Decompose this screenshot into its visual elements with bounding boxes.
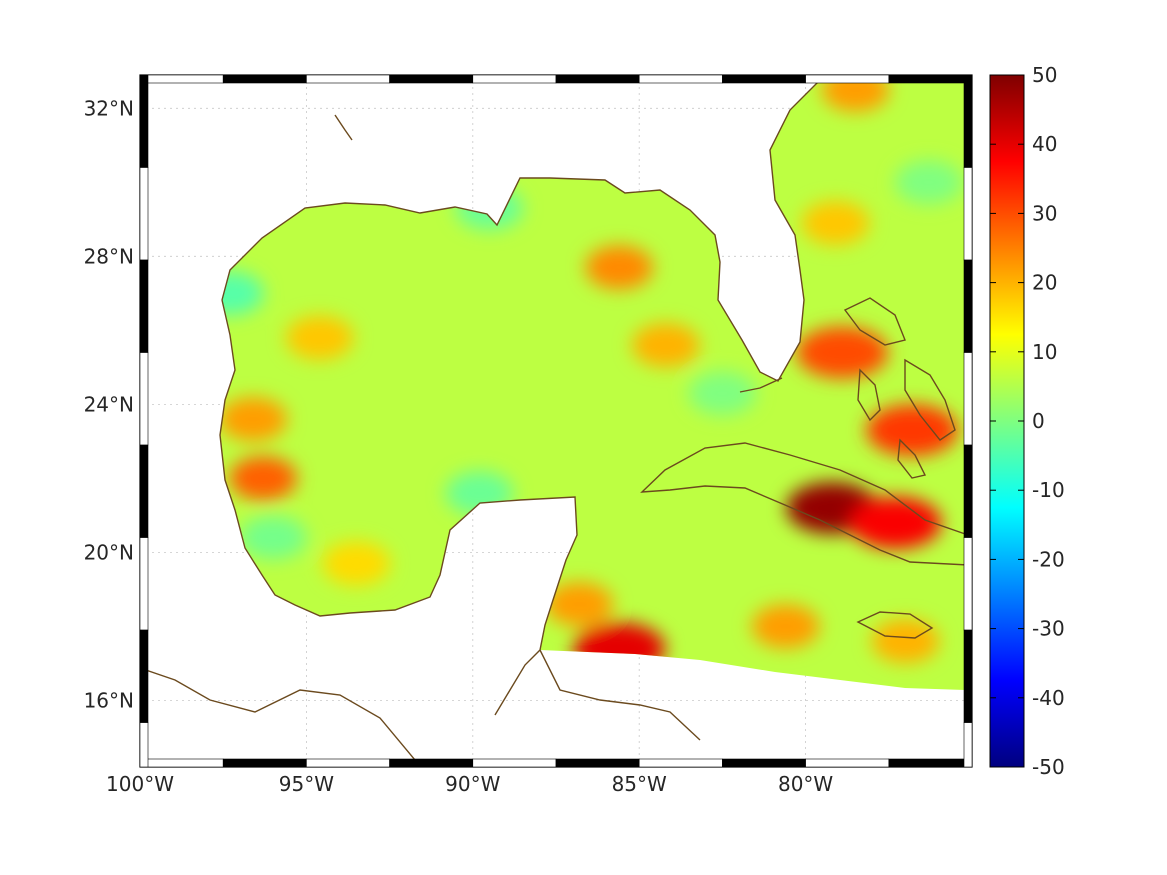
- border-right-seg: [963, 444, 973, 538]
- longitude-labels: 100°W 95°W 90°W 85°W 80°W: [106, 772, 833, 796]
- field-texas-shelf: [220, 271, 264, 316]
- border-bottom-seg: [555, 758, 640, 768]
- lat-tick-label: 20°N: [84, 540, 134, 564]
- colorbar-ticks: 50 40 30 20 10 0 -10 -20 -30 -40 -50: [990, 63, 1065, 779]
- border-top-seg: [389, 74, 474, 84]
- field-southeast-cuba: [849, 496, 942, 549]
- field-west-gulf-2: [220, 397, 288, 442]
- field-central-gulf: [585, 245, 654, 290]
- field-west-gulf-1: [229, 456, 298, 501]
- border-right-seg: [963, 352, 973, 446]
- border-right-seg: [963, 74, 973, 168]
- colorbar-tick-label: -50: [1032, 755, 1065, 779]
- field-bahamas-south: [866, 404, 959, 457]
- border-left-seg: [139, 74, 149, 168]
- bahamas-south: [897, 438, 927, 479]
- jamaica-coastline: [856, 611, 934, 639]
- lat-tick-label: 16°N: [84, 688, 134, 712]
- texas-barrier: [334, 114, 353, 141]
- border-right-seg: [963, 537, 973, 631]
- border-top-seg: [888, 74, 973, 84]
- colorbar-tick-label: -20: [1032, 547, 1065, 571]
- colorbar-tick-label: 0: [1032, 409, 1045, 433]
- border-bottom-seg: [638, 758, 723, 768]
- border-left-seg: [139, 537, 149, 631]
- lon-tick-label: 95°W: [279, 772, 334, 796]
- border-top-seg: [306, 74, 390, 84]
- colorbar-tick-label: 40: [1032, 132, 1057, 156]
- mexico-coastline: [219, 299, 578, 716]
- border-bottom-seg: [389, 758, 474, 768]
- border-bottom-seg: [722, 758, 806, 768]
- border-right-seg: [963, 722, 973, 768]
- border-right-seg: [963, 259, 973, 353]
- border-left-seg: [139, 444, 149, 538]
- florida-keys: [739, 377, 783, 393]
- border-left-seg: [139, 629, 149, 723]
- colorbar-tick-label: 30: [1032, 201, 1057, 225]
- border-bottom-seg: [472, 758, 557, 768]
- field-atlantic-north: [821, 82, 890, 112]
- bahamas-central: [857, 368, 881, 422]
- border-bottom-seg: [139, 758, 224, 768]
- border-right-seg: [963, 167, 973, 261]
- field-atlantic-mid: [801, 201, 870, 246]
- central-america-coastline: [539, 649, 701, 741]
- border-top-seg: [722, 74, 806, 84]
- field-florida-strait-west: [688, 371, 757, 416]
- border-left-seg: [139, 167, 149, 261]
- bahamas-east: [904, 358, 956, 441]
- gulf-coastline: [221, 81, 819, 382]
- field-caribbean-south: [751, 604, 820, 649]
- field-atlantic-east: [894, 160, 963, 205]
- lat-tick-label: 32°N: [84, 96, 134, 120]
- lon-tick-label: 80°W: [778, 772, 833, 796]
- map-border-ticks: [139, 74, 973, 768]
- field-jamaica-east: [871, 619, 940, 664]
- border-bottom-seg: [805, 758, 890, 768]
- border-top-seg: [805, 74, 890, 84]
- border-bottom-seg: [888, 758, 973, 768]
- colorbar-tick-label: -30: [1032, 617, 1065, 641]
- field-campeche: [322, 541, 391, 586]
- pacific-coastline: [140, 667, 421, 767]
- border-top-seg: [222, 74, 307, 84]
- border-left-seg: [139, 722, 149, 768]
- field-west-gulf-3: [285, 315, 354, 360]
- border-top-seg: [139, 74, 224, 84]
- lat-tick-label: 28°N: [84, 244, 134, 268]
- colorbar-tick-label: -40: [1032, 686, 1065, 710]
- border-top-seg: [638, 74, 723, 84]
- colorbar-tick-label: 50: [1032, 63, 1057, 87]
- field-yucatan-channel: [545, 582, 614, 627]
- lon-tick-label: 90°W: [445, 772, 500, 796]
- latitude-labels: 16°N 20°N 24°N 28°N 32°N: [84, 96, 134, 712]
- border-top-seg: [555, 74, 640, 84]
- border-bottom-seg: [306, 758, 390, 768]
- lon-tick-label: 85°W: [612, 772, 667, 796]
- field-east-gulf: [631, 323, 700, 368]
- field-bahamas-north: [796, 326, 889, 379]
- colorbar-tick-label: 10: [1032, 340, 1057, 364]
- border-left-seg: [139, 259, 149, 353]
- border-right-seg: [963, 629, 973, 723]
- colorbar-tick-label: 20: [1032, 271, 1057, 295]
- lat-tick-label: 24°N: [84, 392, 134, 416]
- bahamas-north: [843, 297, 906, 346]
- border-bottom-seg: [222, 758, 307, 768]
- border-top-seg: [472, 74, 557, 84]
- field-veracruz: [239, 515, 308, 560]
- border-left-seg: [139, 352, 149, 446]
- colorbar-tick-label: -10: [1032, 478, 1065, 502]
- lon-tick-label: 100°W: [106, 772, 174, 796]
